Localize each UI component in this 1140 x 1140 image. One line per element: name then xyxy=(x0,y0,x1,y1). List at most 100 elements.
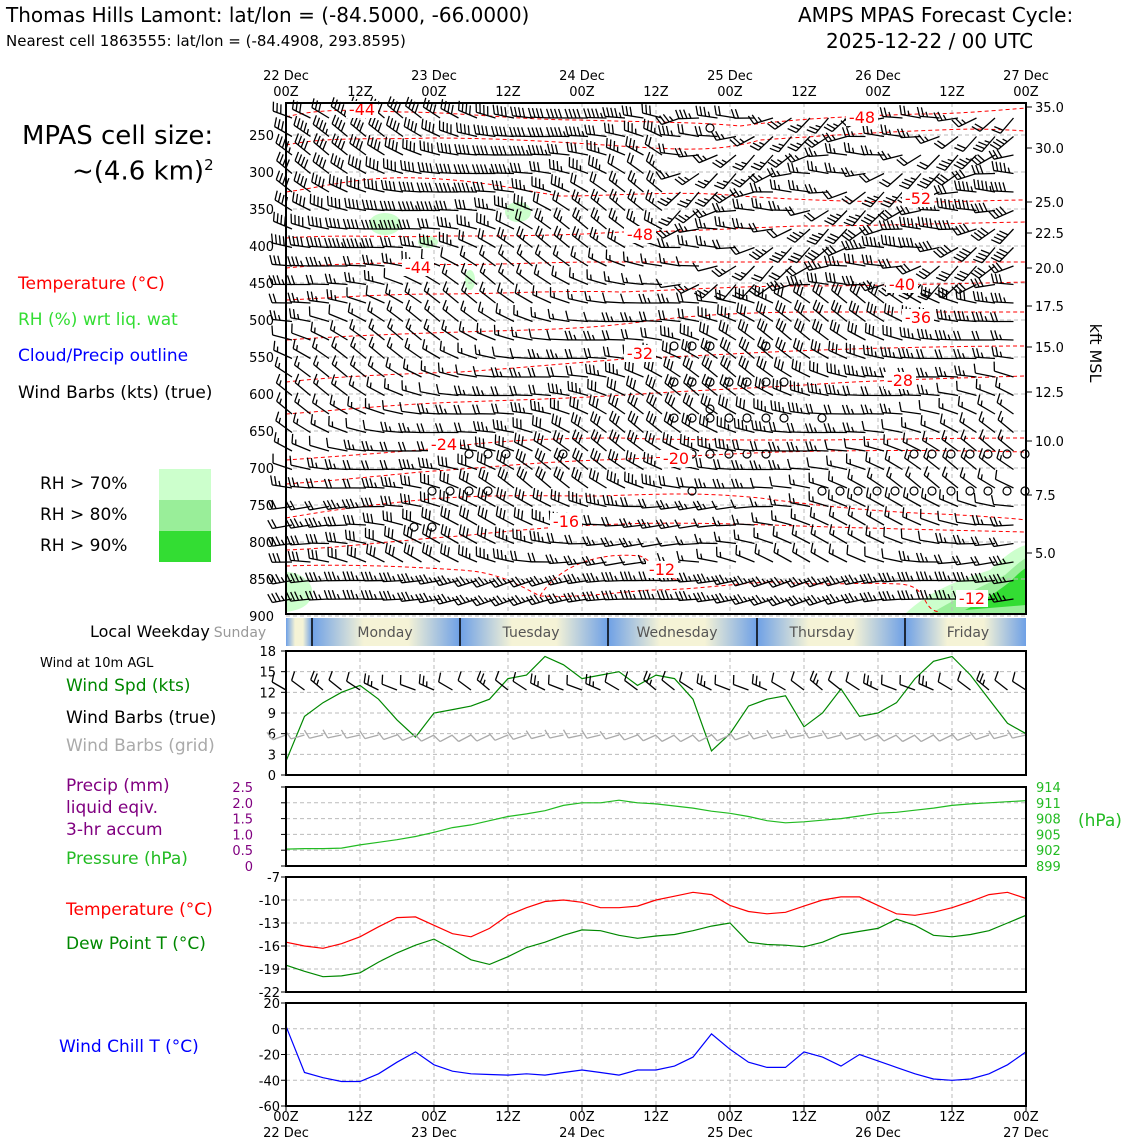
wind-barb-flag xyxy=(678,671,683,682)
wind-barb-flag xyxy=(665,434,669,444)
wind-barb-flag xyxy=(847,524,851,535)
wind-barb-flag xyxy=(969,731,977,740)
wind-barb-flag xyxy=(938,349,943,359)
wind-barb-flag xyxy=(756,318,762,328)
wind-barb-flag xyxy=(643,118,646,129)
wind-barb xyxy=(383,167,404,175)
wind-barb-flag xyxy=(663,326,666,336)
wind-barb-flag xyxy=(370,259,374,265)
wind-barb-flag xyxy=(607,276,610,282)
wind-barb-flag xyxy=(811,318,817,329)
wind-barb-flag xyxy=(573,334,577,341)
wind-barb-flag xyxy=(328,273,333,284)
wind-barb-flag xyxy=(553,207,558,217)
wind-barb xyxy=(530,153,552,156)
wind-barb-flag xyxy=(817,343,821,353)
wind-barb-flag xyxy=(610,155,615,166)
wind-barb-flag xyxy=(850,530,853,536)
wind-barb-flag xyxy=(511,577,518,587)
wind-barb-flag xyxy=(570,412,575,422)
wind-barb-flag xyxy=(640,327,643,337)
wind-barb-flag xyxy=(667,327,670,337)
wind-barb-flag xyxy=(798,597,803,603)
wind-barb-flag xyxy=(860,145,865,155)
wind-barb-flag xyxy=(954,146,964,152)
wind-barb-flag xyxy=(885,466,891,477)
wind-barb-flag xyxy=(531,349,536,359)
wind-barb-flag xyxy=(366,135,371,145)
wind-barb-flag xyxy=(788,596,796,605)
wind-barb-flag xyxy=(455,577,463,586)
wind-barb-flag xyxy=(604,672,608,683)
wind-barb xyxy=(329,183,348,193)
wind-barb-flag xyxy=(809,237,819,242)
wind-barb-flag xyxy=(982,202,988,212)
wind-barb-flag xyxy=(874,351,877,357)
wind-barb-flag xyxy=(416,423,421,433)
wind-barb-flag xyxy=(494,145,499,156)
wind-barb-flag xyxy=(606,469,609,480)
wind-barb-flag xyxy=(881,419,884,429)
wind-barb-flag xyxy=(305,533,310,544)
wind-barb xyxy=(273,220,293,230)
wind-barb xyxy=(881,683,897,691)
wind-barb-flag xyxy=(439,470,442,481)
wind-barb-flag xyxy=(999,230,1009,236)
wind-y-tick: 6 xyxy=(268,728,276,743)
wind-barb xyxy=(420,391,441,397)
wind-barb-flag xyxy=(318,119,324,130)
wind-barb xyxy=(679,317,700,323)
wind-barb-flag xyxy=(386,511,389,522)
wind-barb-flag xyxy=(800,407,803,414)
wind-barb-flag xyxy=(347,154,351,165)
wind-barb xyxy=(997,136,1014,150)
wind-barb-flag xyxy=(974,203,980,213)
wind-barb-flag xyxy=(776,548,779,555)
wind-y-tick: 12 xyxy=(259,686,276,701)
wind-barb-flag xyxy=(869,255,873,265)
wind-barb xyxy=(864,374,885,378)
wind-barb-flag xyxy=(813,150,818,157)
cloud-marker xyxy=(817,486,827,496)
wind-barb-flag xyxy=(984,576,988,582)
wind-barb-flag xyxy=(286,592,292,602)
wind-barb-flag xyxy=(858,282,866,291)
wind-barb-flag xyxy=(330,97,335,107)
wind-barb-flag xyxy=(841,234,850,242)
wind-barb-flag xyxy=(331,337,336,347)
wind-barb-flag xyxy=(906,389,910,396)
wind-barb-flag xyxy=(988,730,995,740)
wind-barb xyxy=(756,364,774,378)
wind-barb-flag xyxy=(797,320,802,331)
cloud-marker xyxy=(464,449,474,459)
wind-barb-flag xyxy=(704,357,710,368)
wind-barb xyxy=(682,209,700,224)
wind-barb-flag xyxy=(599,730,607,740)
wind-barb-flag xyxy=(513,385,518,396)
wind-barb-flag xyxy=(441,593,448,603)
cloud-marker xyxy=(835,486,845,496)
wind-barb-flag xyxy=(880,346,884,357)
wind-barb-flag xyxy=(502,509,506,520)
wind-barb-flag xyxy=(507,597,515,606)
wind-barb-flag xyxy=(405,201,411,211)
wind-barb-flag xyxy=(291,477,296,487)
wind-barb-flag xyxy=(602,107,606,117)
pressure-tick: 650 xyxy=(249,425,274,440)
wind-barb-flag xyxy=(883,403,888,414)
wind-barb-flag xyxy=(540,435,544,445)
wind-barb-flag xyxy=(813,187,818,193)
wind-barb-flag xyxy=(496,282,501,292)
wind-barb-flag xyxy=(935,276,946,282)
wind-barb-flag xyxy=(699,458,703,468)
wind-barb-flag xyxy=(550,143,555,154)
wind-barb-flag xyxy=(509,385,514,396)
wind-barb-flag xyxy=(847,365,851,375)
wind-barb-flag xyxy=(736,302,740,313)
wind-barb-flag xyxy=(366,376,370,387)
wind-barb-flag xyxy=(322,729,329,739)
wind-barb-flag xyxy=(383,526,387,536)
wind-barb-flag xyxy=(522,234,526,241)
wind-barb-flag xyxy=(799,342,804,352)
